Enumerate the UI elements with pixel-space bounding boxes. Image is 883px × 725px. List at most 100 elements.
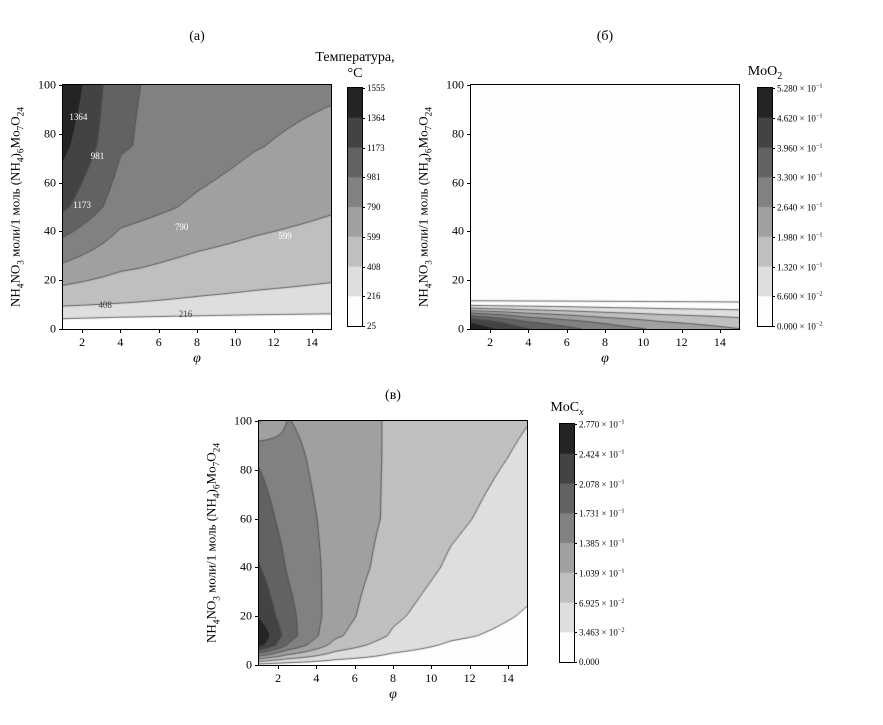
colorbar-labels: 1555 1364 1173 981 790 599 408 216 25 xyxy=(348,83,385,331)
colorbar-tick-label: 2.424 × 10−1 xyxy=(579,448,625,460)
colorbar-tick-label: 5.280 × 10−1 xyxy=(777,82,823,94)
panel-label: (в) xyxy=(385,388,401,403)
x-tick-label: 12 xyxy=(675,335,688,349)
x-tick-mark xyxy=(158,329,160,333)
y-tick-label: 60 xyxy=(240,511,252,526)
colorbar-tick-label: 408 xyxy=(367,261,381,272)
y-tick-label: 0 xyxy=(246,657,252,672)
colorbar-tick-mark xyxy=(362,236,365,238)
contour-panel-moo2: (б) 2 4 6 8 10 12 14 0 20 40 60 80 100 φ NH4NO3 моли… xyxy=(416,29,823,366)
colorbar-tick-mark xyxy=(574,572,577,574)
x-tick-label: 8 xyxy=(602,335,608,349)
colorbar-tick-mark xyxy=(772,236,775,238)
x-tick-mark xyxy=(197,329,198,333)
x-tick-label: 8 xyxy=(194,335,200,349)
x-tick-mark xyxy=(566,329,568,333)
y-tick-label: 0 xyxy=(50,321,56,336)
x-tick-label: 12 xyxy=(463,671,476,685)
colorbar-tick-mark xyxy=(772,147,775,149)
colorbar-tick-mark xyxy=(772,296,775,298)
y-axis-label: NH4NO3 моли/1 моль (NH4)6Mo7O24 xyxy=(7,106,27,308)
x-tick-label: 4 xyxy=(313,671,320,685)
colorbar-tick-mark xyxy=(772,117,775,119)
y-axis-label: NH4NO3 моли/1 моль (NH4)6Mo7O24 xyxy=(415,106,435,308)
colorbar-tick-label: 3.463 × 10−2 xyxy=(579,626,625,638)
x-tick-mark xyxy=(273,329,275,333)
x-tick-mark xyxy=(507,665,509,669)
y-tick-label: 80 xyxy=(240,462,252,477)
colorbar-tick-mark xyxy=(574,513,577,515)
colorbar-canvas xyxy=(560,424,574,662)
colorbar-tick-label: 1.039 × 10−1 xyxy=(579,567,625,579)
x-tick-mark xyxy=(120,329,122,333)
x-tick-mark xyxy=(316,665,318,669)
panel-label: (б) xyxy=(596,29,614,44)
y-tick-label: 20 xyxy=(240,608,252,623)
y-tick-mark xyxy=(59,329,63,330)
x-axis-label: φ xyxy=(389,687,397,702)
y-tick-label: 60 xyxy=(452,175,464,190)
colorbar-canvas xyxy=(758,88,772,326)
colorbar-tick-mark xyxy=(574,602,577,604)
x-tick-mark xyxy=(490,329,492,333)
x-tick-label: 10 xyxy=(425,671,438,685)
y-axis-label: NH4NO3 моли/1 моль (NH4)6Mo7O24 xyxy=(203,442,223,644)
x-axis-label: φ xyxy=(193,351,201,366)
colorbar-tick-label: 1173 xyxy=(367,142,385,153)
colorbar-tick-label: 216 xyxy=(367,291,381,302)
colorbar-tick-label: 6.600 × 10−2 xyxy=(777,290,823,302)
colorbar-tick-label: 1555 xyxy=(367,83,385,93)
x-tick-mark xyxy=(82,329,84,333)
colorbar-tick-mark xyxy=(772,177,775,179)
y-tick-label: 40 xyxy=(452,223,464,238)
contour-plot-canvas xyxy=(471,85,739,329)
x-tick-label: 4 xyxy=(117,335,124,349)
y-tick-label: 40 xyxy=(240,559,252,574)
x-tick-mark xyxy=(354,665,356,669)
x-tick-mark xyxy=(605,329,606,333)
colorbar-tick-label: 1.731 × 10−1 xyxy=(579,507,625,519)
x-tick-label: 6 xyxy=(563,335,570,349)
colorbar: 1555 1364 1173 981 790 599 408 216 25 Температур… xyxy=(315,50,394,331)
colorbar-tick-label: 1.320 × 10−1 xyxy=(777,261,823,272)
x-tick-label: 14 xyxy=(501,671,514,685)
colorbar-title: MoCx xyxy=(550,399,584,418)
colorbar-title: Температура, °C xyxy=(315,49,395,81)
colorbar-labels: 2.770 × 10−1 2.424 × 10−1 2.078 × 10−1 1.73… xyxy=(560,419,625,667)
x-tick-label: 14 xyxy=(305,335,318,349)
x-tick-label: 12 xyxy=(267,335,280,349)
y-tick-label: 100 xyxy=(446,77,464,92)
colorbar-tick-label: 2.078 × 10−1 xyxy=(579,478,625,489)
x-tick-label: 4 xyxy=(525,335,532,349)
colorbar-canvas xyxy=(348,88,362,326)
x-tick-label: 10 xyxy=(637,335,650,349)
x-tick-mark xyxy=(643,329,645,333)
colorbar-tick-label: 3.960 × 10−1 xyxy=(777,142,823,153)
x-tick-mark xyxy=(719,329,721,333)
x-tick-label: 2 xyxy=(79,335,86,349)
y-tick-label: 80 xyxy=(44,126,56,141)
x-tick-label: 14 xyxy=(713,335,726,349)
x-tick-mark xyxy=(278,665,280,669)
colorbar: 2.770 × 10−1 2.424 × 10−1 2.078 × 10−1 1.73… xyxy=(550,400,625,667)
contour-panel-temperature: (а) 2 4 6 8 10 12 14 0 20 40 60 80 100 φ NH4NO3 моли… xyxy=(8,29,395,366)
colorbar-tick-mark xyxy=(574,662,577,663)
x-axis-label: φ xyxy=(601,351,609,366)
colorbar-tick-mark xyxy=(362,147,365,149)
y-tick-mark xyxy=(467,329,471,330)
y-tick-label: 100 xyxy=(234,413,252,428)
colorbar-tick-mark xyxy=(772,88,775,89)
colorbar-tick-label: 981 xyxy=(367,172,381,183)
colorbar-tick-mark xyxy=(362,326,365,327)
x-tick-label: 6 xyxy=(351,671,358,685)
x-tick-mark xyxy=(528,329,530,333)
colorbar-tick-label: 1.385 × 10−1 xyxy=(579,537,625,549)
y-tick-label: 0 xyxy=(458,321,464,336)
x-tick-label: 2 xyxy=(275,671,282,685)
y-tick-label: 40 xyxy=(44,223,56,238)
panel-label: (а) xyxy=(189,29,205,44)
y-tick-label: 20 xyxy=(44,272,56,287)
colorbar-tick-mark xyxy=(772,207,775,208)
x-tick-label: 6 xyxy=(155,335,162,349)
